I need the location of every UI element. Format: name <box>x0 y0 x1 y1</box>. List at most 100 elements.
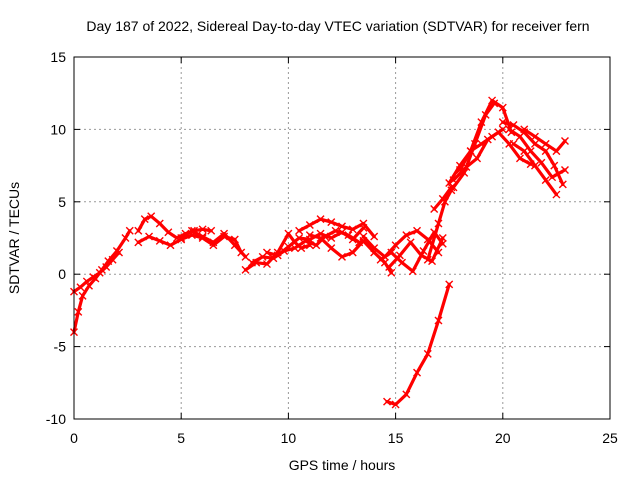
series-track-16 <box>383 280 454 409</box>
y-tick-label: 0 <box>58 266 66 282</box>
data-point <box>316 215 325 224</box>
data-point <box>423 255 432 264</box>
data-point <box>402 231 411 240</box>
data-point <box>348 248 357 257</box>
data-point <box>560 165 569 174</box>
data-point <box>391 241 400 250</box>
data-point <box>550 161 559 170</box>
data-point <box>145 232 154 241</box>
series-track-5 <box>177 226 250 261</box>
data-point <box>359 219 368 228</box>
data-point <box>455 165 464 174</box>
data-point <box>220 229 229 238</box>
data-point <box>541 139 550 148</box>
series-line <box>385 282 451 407</box>
data-point <box>166 241 175 250</box>
data-point <box>338 228 346 237</box>
data-point <box>108 255 117 264</box>
data-point <box>177 234 186 242</box>
data-point <box>155 219 164 228</box>
y-axis-label: SDTVAR / TECUs <box>6 182 22 294</box>
data-point <box>477 139 486 148</box>
data-point <box>541 147 550 156</box>
data-point <box>121 234 130 242</box>
series-line <box>511 142 558 197</box>
data-point <box>490 99 499 108</box>
x-tick-label: 20 <box>495 430 511 446</box>
data-point <box>305 220 314 229</box>
data-point <box>338 252 346 261</box>
x-tick-label: 0 <box>70 430 78 446</box>
series-track-3 <box>134 212 216 242</box>
data-point <box>537 158 546 167</box>
data-point <box>359 232 368 241</box>
data-point <box>387 248 396 257</box>
series-group <box>70 96 569 409</box>
data-point <box>515 132 524 141</box>
data-point <box>115 248 124 257</box>
data-point <box>434 219 443 228</box>
x-tick-label: 15 <box>388 430 404 446</box>
x-tick-label: 5 <box>177 430 185 446</box>
data-point <box>76 283 85 292</box>
data-point <box>387 268 396 277</box>
series-track-20 <box>455 125 507 174</box>
data-point <box>348 225 357 234</box>
data-point <box>241 252 250 261</box>
data-point <box>434 316 443 325</box>
y-tick-label: -5 <box>54 339 67 355</box>
data-point <box>530 132 539 141</box>
data-point <box>187 226 196 235</box>
data-point <box>498 125 507 134</box>
series-line <box>72 250 121 294</box>
data-point <box>445 280 454 289</box>
series-track-13 <box>385 234 447 271</box>
data-point <box>383 397 392 406</box>
x-axis-label: GPS time / hours <box>289 457 396 473</box>
data-point <box>262 248 271 257</box>
data-point <box>509 139 518 148</box>
data-point <box>552 147 561 156</box>
data-point <box>370 232 379 241</box>
data-point <box>526 147 535 156</box>
data-point <box>198 225 207 234</box>
data-point <box>402 390 411 399</box>
data-point <box>348 235 357 244</box>
data-point <box>247 258 256 267</box>
data-point <box>74 307 83 316</box>
data-point <box>449 183 458 192</box>
x-tick-label: 25 <box>602 430 618 446</box>
data-point <box>398 258 407 267</box>
data-point <box>558 180 567 189</box>
data-point <box>134 226 143 235</box>
data-point <box>552 190 561 199</box>
data-point <box>295 226 304 235</box>
data-point <box>209 241 218 250</box>
data-point <box>338 222 346 231</box>
data-point <box>140 215 149 224</box>
data-point <box>134 238 143 247</box>
data-point <box>385 262 394 271</box>
series-line <box>426 188 453 262</box>
data-point <box>125 226 134 235</box>
data-point <box>560 136 569 145</box>
data-point <box>473 154 482 163</box>
series-track-9 <box>295 215 379 241</box>
y-tick-label: 5 <box>58 194 66 210</box>
data-point <box>498 118 507 127</box>
data-point <box>413 368 422 377</box>
data-point <box>327 234 336 242</box>
series-line <box>265 226 365 257</box>
plot-frame <box>73 56 611 420</box>
data-point <box>164 228 173 237</box>
data-point <box>273 251 282 260</box>
data-point <box>481 110 490 119</box>
data-point <box>209 238 218 247</box>
data-point <box>95 268 104 277</box>
data-point <box>520 147 529 156</box>
data-point <box>505 125 514 134</box>
data-point <box>408 267 417 276</box>
data-point <box>327 218 336 227</box>
chart-title: Day 187 of 2022, Sidereal Day-to-day VTE… <box>86 18 589 34</box>
